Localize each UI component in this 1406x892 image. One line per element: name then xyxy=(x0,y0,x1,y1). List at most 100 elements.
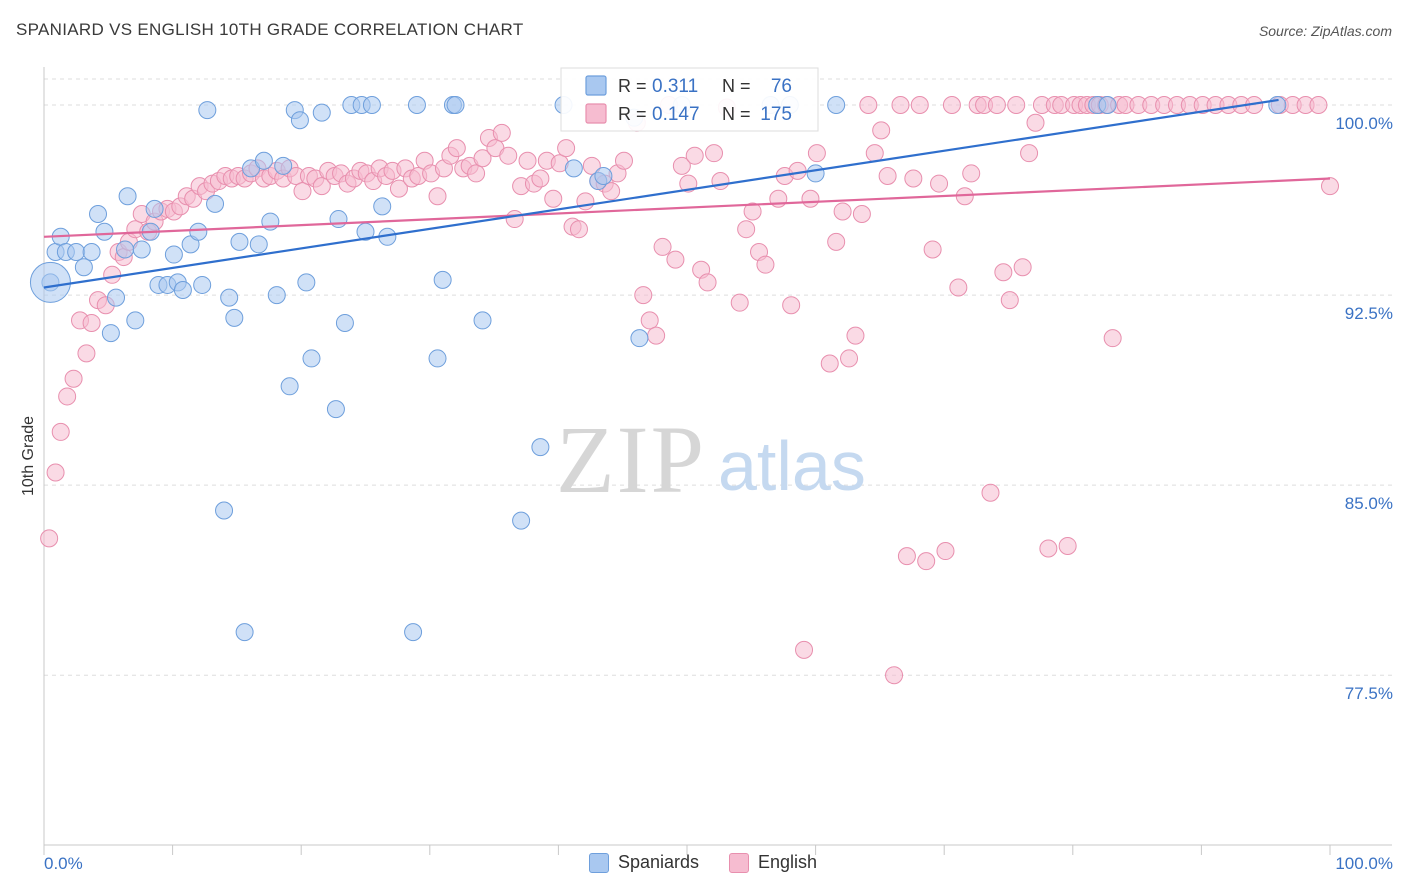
legend-item-english[interactable]: English xyxy=(729,852,817,873)
point-spaniards-27 xyxy=(215,501,234,520)
point-english-149 xyxy=(1020,144,1039,163)
point-spaniards-36 xyxy=(267,286,286,305)
watermark-atlas: atlas xyxy=(718,427,866,505)
stats-n-value-spaniards: 76 xyxy=(771,76,792,97)
point-english-100 xyxy=(685,146,704,165)
point-english-93 xyxy=(640,311,659,330)
stats-r-value-spaniards: 0.311 xyxy=(652,76,698,97)
point-spaniards-31 xyxy=(235,623,254,642)
point-english-102 xyxy=(698,273,717,292)
point-english-179 xyxy=(1321,177,1339,196)
point-english-64 xyxy=(447,139,466,158)
point-english-178 xyxy=(1309,96,1328,115)
point-english-147 xyxy=(1007,96,1026,115)
point-english-138 xyxy=(949,278,968,297)
trend-line-spaniards xyxy=(43,98,1279,289)
point-english-71 xyxy=(492,123,511,142)
y-tick-label-3: 100.0% xyxy=(1335,114,1393,133)
watermark-zip: ZIP xyxy=(556,406,706,513)
legend-item-spaniards[interactable]: Spaniards xyxy=(588,852,699,873)
point-spaniards-53 xyxy=(404,623,423,642)
trend-line-english xyxy=(43,177,1331,238)
point-english-40 xyxy=(293,182,312,201)
point-english-90 xyxy=(614,151,633,170)
point-english-122 xyxy=(846,326,865,345)
point-english-103 xyxy=(705,144,724,163)
point-english-136 xyxy=(936,542,955,561)
point-spaniards-37 xyxy=(274,156,293,175)
point-spaniards-71 xyxy=(806,164,825,183)
point-spaniards-9 xyxy=(101,324,120,343)
point-english-134 xyxy=(923,240,942,259)
point-english-72 xyxy=(499,146,518,165)
point-english-162 xyxy=(1103,329,1122,348)
point-english-67 xyxy=(467,164,486,183)
point-english-0 xyxy=(40,529,59,548)
point-english-6 xyxy=(77,344,96,363)
point-spaniards-6 xyxy=(82,242,101,261)
point-english-116 xyxy=(801,189,820,208)
point-english-145 xyxy=(994,263,1013,282)
point-english-7 xyxy=(82,313,101,332)
point-english-85 xyxy=(582,156,601,175)
point-english-118 xyxy=(820,354,839,373)
point-english-115 xyxy=(795,640,814,659)
point-spaniards-34 xyxy=(254,151,273,170)
x-tick-label-0: 0.0% xyxy=(44,854,83,873)
point-spaniards-19 xyxy=(164,245,183,264)
point-spaniards-46 xyxy=(335,313,354,332)
point-english-79 xyxy=(544,189,563,208)
point-spaniards-42 xyxy=(302,349,321,368)
point-english-152 xyxy=(1039,539,1058,558)
point-spaniards-29 xyxy=(225,308,244,327)
y-tick-label-2: 92.5% xyxy=(1345,304,1393,323)
point-english-146 xyxy=(1000,291,1019,310)
legend-swatch-spaniards xyxy=(588,852,609,873)
stats-n-value-english: 175 xyxy=(760,104,792,125)
point-english-131 xyxy=(904,169,923,188)
point-english-68 xyxy=(473,149,492,168)
point-english-120 xyxy=(833,202,852,221)
point-spaniards-5 xyxy=(74,258,93,277)
point-spaniards-8 xyxy=(95,222,114,241)
point-english-95 xyxy=(653,237,672,256)
point-spaniards-21 xyxy=(173,281,192,300)
point-english-10 xyxy=(103,265,122,284)
point-spaniards-7 xyxy=(89,204,108,223)
point-spaniards-63 xyxy=(564,159,583,178)
big-point-spaniards-0 xyxy=(29,261,71,303)
point-english-110 xyxy=(756,255,775,274)
point-spaniards-45 xyxy=(329,210,348,229)
point-english-1 xyxy=(46,463,65,482)
legend-label-english: English xyxy=(758,852,818,872)
point-english-130 xyxy=(897,547,916,566)
point-spaniards-25 xyxy=(198,101,217,120)
point-english-124 xyxy=(859,96,878,115)
point-english-133 xyxy=(917,552,936,571)
point-spaniards-23 xyxy=(189,222,208,241)
point-spaniards-58 xyxy=(446,96,465,115)
point-english-126 xyxy=(872,121,891,140)
point-spaniards-59 xyxy=(473,311,492,330)
stats-n-label-spaniards: N = xyxy=(722,76,751,96)
point-spaniards-16 xyxy=(145,199,164,218)
point-english-3 xyxy=(58,387,77,406)
point-english-107 xyxy=(737,220,756,239)
y-axis-label: 10th Grade xyxy=(20,416,37,496)
point-english-75 xyxy=(518,151,537,170)
point-english-97 xyxy=(666,250,685,269)
legend-label-spaniards: Spaniards xyxy=(617,852,699,872)
bottom-legend: Spaniards English xyxy=(0,852,1406,873)
point-english-129 xyxy=(891,96,910,115)
point-spaniards-4 xyxy=(67,242,86,261)
point-english-119 xyxy=(827,232,846,251)
point-spaniards-12 xyxy=(118,187,137,206)
point-spaniards-33 xyxy=(249,235,268,254)
point-spaniards-61 xyxy=(531,438,550,457)
point-english-83 xyxy=(569,220,588,239)
point-spaniards-65 xyxy=(594,166,613,185)
point-english-132 xyxy=(910,96,929,115)
point-english-99 xyxy=(679,174,698,193)
point-english-148 xyxy=(1013,258,1032,277)
point-spaniards-74 xyxy=(1098,96,1117,115)
